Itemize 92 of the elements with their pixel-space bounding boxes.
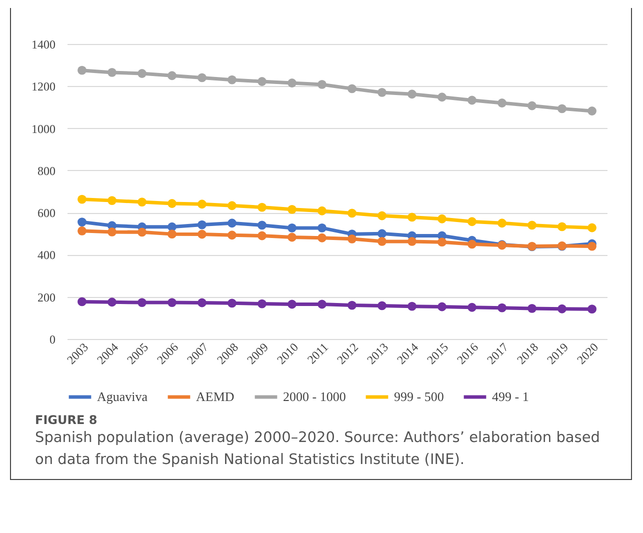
point (78, 194, 86, 204)
point (498, 218, 506, 228)
point (258, 231, 266, 240)
point (468, 302, 476, 312)
point (348, 84, 356, 94)
point (108, 227, 116, 236)
point (528, 304, 536, 313)
point (288, 232, 296, 242)
point (558, 222, 566, 232)
point (468, 96, 476, 105)
point (138, 198, 146, 206)
point (168, 199, 176, 208)
point (288, 300, 296, 309)
point (258, 77, 266, 86)
point (378, 229, 386, 238)
legend-label: 999 - 500 (394, 389, 444, 404)
point (378, 236, 386, 246)
point (288, 204, 296, 214)
point (588, 223, 596, 232)
point (588, 304, 596, 314)
point (348, 234, 356, 244)
y-tick-label: 600 (38, 206, 56, 220)
text: Spanish population (average) 2000–2020. Source: Authors’ elaboration based on data from the Spanish National Statistics Institute (INE). (35, 429, 601, 470)
point (528, 101, 536, 110)
point (378, 88, 386, 97)
legend-label: Aguaviva (97, 389, 148, 404)
point (78, 226, 86, 236)
point (588, 106, 596, 116)
point (378, 211, 386, 220)
y-tick-label: 1200 (32, 80, 56, 94)
point (78, 218, 86, 227)
point (228, 75, 236, 84)
point (438, 302, 446, 312)
point (168, 298, 176, 308)
point (108, 68, 116, 77)
y-tick-label: 1400 (32, 38, 56, 52)
point (108, 298, 116, 307)
point (198, 73, 206, 82)
point (288, 223, 296, 232)
caption: FIGURE 8 (35, 413, 98, 427)
point (228, 230, 236, 240)
x-tick-label: 2011 (304, 340, 331, 367)
point (228, 298, 236, 308)
point (168, 71, 176, 80)
point (408, 212, 416, 222)
point (258, 202, 266, 212)
point (468, 240, 476, 249)
point (348, 208, 356, 218)
point (408, 90, 416, 99)
point (528, 220, 536, 230)
legend-label: 499 - 1 (492, 389, 529, 404)
point (198, 200, 206, 209)
legend-label: AEMD (196, 389, 234, 404)
point (258, 299, 266, 308)
y-tick-label: 0 (50, 332, 56, 346)
point (78, 297, 86, 306)
point (558, 304, 566, 314)
point (318, 80, 326, 89)
point (498, 98, 506, 108)
point (438, 214, 446, 224)
y-tick-label: 800 (38, 164, 56, 178)
point (168, 230, 176, 239)
point (108, 196, 116, 206)
point (438, 92, 446, 102)
point (198, 230, 206, 239)
point (378, 301, 386, 310)
y-tick-label: 1000 (32, 122, 56, 136)
point (318, 223, 326, 232)
point (198, 298, 206, 308)
point (138, 228, 146, 237)
point (348, 300, 356, 310)
point (318, 300, 326, 309)
y-tick-label: 400 (38, 248, 56, 262)
point (408, 236, 416, 246)
legend-label: 2000 - 1000 (283, 389, 346, 404)
point (228, 218, 236, 228)
point (258, 220, 266, 230)
point (198, 220, 206, 230)
point (468, 217, 476, 226)
point (438, 238, 446, 247)
point (318, 233, 326, 242)
point (408, 302, 416, 311)
point (498, 303, 506, 312)
point (288, 78, 296, 88)
point (228, 201, 236, 210)
point (138, 298, 146, 308)
point (318, 206, 326, 216)
y-tick-label: 200 (38, 290, 56, 304)
point (558, 104, 566, 114)
point (78, 66, 86, 75)
point (588, 242, 596, 251)
point (138, 69, 146, 78)
